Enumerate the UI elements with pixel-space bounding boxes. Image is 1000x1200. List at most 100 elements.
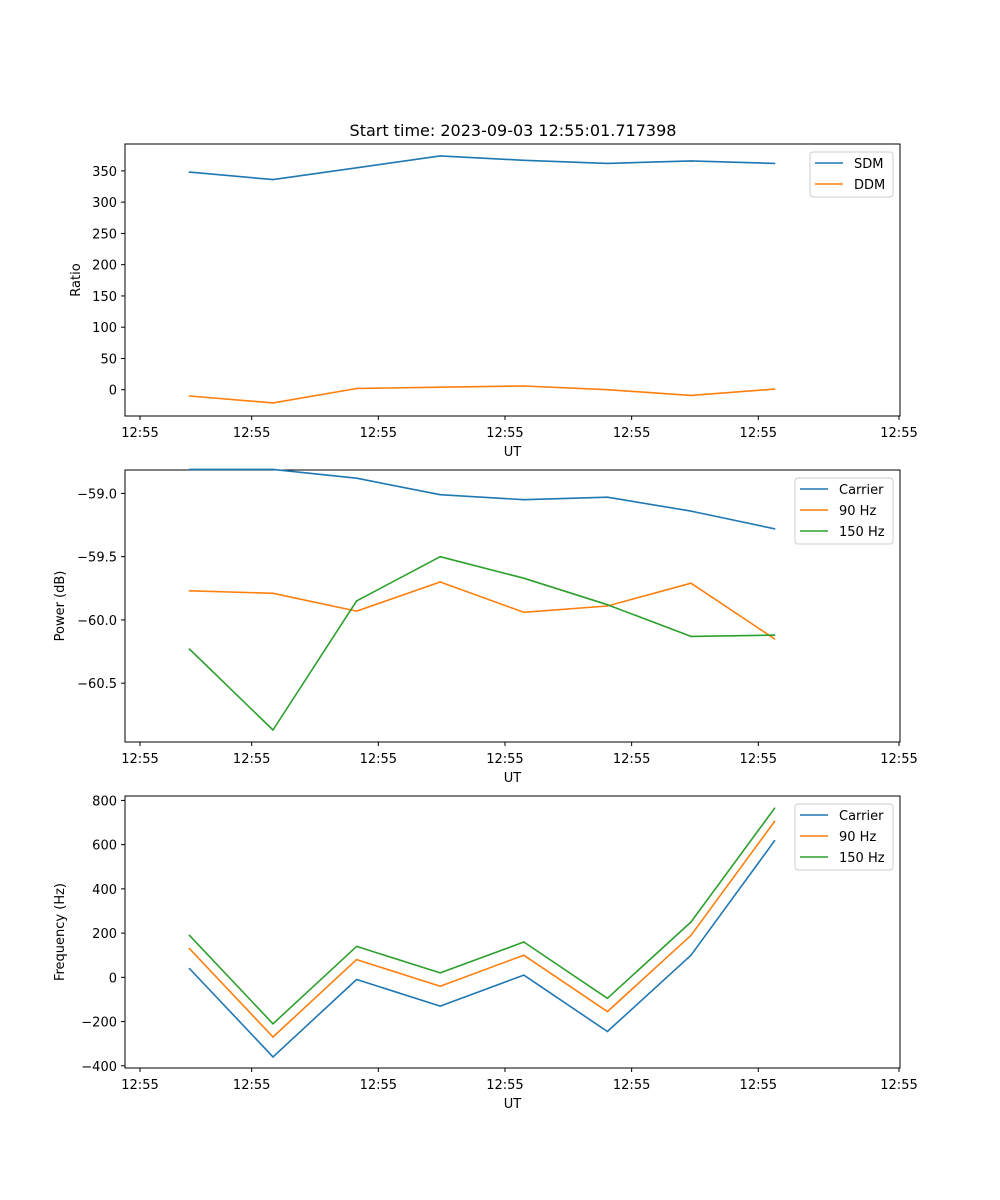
y-tick-label: 800 [92, 794, 117, 809]
data-point [272, 729, 274, 731]
x-tick-label: 12:55 [880, 1078, 917, 1093]
x-axis-label: UT [504, 445, 522, 460]
data-point [272, 592, 274, 595]
y-tick-label: 0 [109, 971, 117, 986]
x-tick-label: 12:55 [613, 752, 650, 767]
data-point [522, 577, 525, 579]
data-point [522, 954, 525, 957]
legend-label: SDM [854, 157, 883, 172]
y-tick-label: 200 [92, 259, 117, 274]
data-point [606, 388, 609, 391]
data-point [355, 387, 358, 390]
data-point [439, 155, 441, 157]
y-tick-label: 300 [92, 196, 117, 211]
data-point [188, 171, 191, 173]
legend: SDM DDM [809, 151, 894, 198]
series-line-150-hz [188, 555, 775, 731]
chart-panel-3: 12:55 12:55 12:55 12:55 12:55 12:55 12:55 −400 −… [53, 794, 918, 1112]
legend-label: 90 Hz [839, 830, 876, 845]
data-point [690, 635, 692, 638]
data-point [773, 807, 776, 809]
y-tick-label: −60.5 [77, 677, 117, 692]
series-line-carrier [188, 840, 776, 1058]
legend-label: 150 Hz [839, 851, 885, 866]
data-point [355, 958, 358, 961]
x-tick-label: 12:55 [233, 426, 270, 441]
legend-label: 150 Hz [839, 525, 885, 540]
data-point [773, 388, 776, 390]
data-point [773, 634, 776, 636]
legend-label: 90 Hz [839, 504, 876, 519]
data-point [522, 974, 525, 976]
x-tick-label: 12:55 [880, 426, 917, 441]
data-point [272, 1036, 274, 1038]
data-point [606, 1010, 609, 1013]
data-point [355, 978, 358, 981]
y-tick-label: 250 [92, 227, 117, 242]
data-point [773, 638, 776, 640]
x-tick-label: 12:55 [486, 426, 523, 441]
data-point [188, 468, 191, 471]
chart-panel-2: 12:55 12:55 12:55 12:55 12:55 12:55 12:55 −60.5… [53, 468, 918, 786]
data-point [522, 385, 525, 387]
data-point [522, 498, 525, 501]
data-point [188, 648, 191, 650]
data-point [773, 528, 776, 530]
data-point [188, 967, 191, 970]
series-line-ddm [189, 385, 775, 404]
y-tick-label: −400 [81, 1060, 117, 1075]
data-point [439, 493, 441, 496]
x-tick-label: 12:55 [233, 752, 270, 767]
data-point [439, 581, 441, 583]
data-point [188, 947, 191, 950]
data-point [690, 160, 692, 162]
x-axis-label: UT [504, 1097, 522, 1112]
data-point [606, 603, 609, 606]
x-tick-label: 12:55 [360, 426, 397, 441]
legend-label: Carrier [839, 483, 884, 498]
plot-frame [124, 795, 901, 1069]
x-tick-label: 12:55 [121, 752, 158, 767]
data-point [690, 934, 692, 937]
data-point [690, 582, 692, 585]
y-tick-label: 400 [92, 883, 117, 898]
legend-label: DDM [854, 178, 885, 193]
x-tick-label: 12:55 [740, 752, 777, 767]
panels: 12:55 12:55 12:55 12:55 12:55 12:55 12:55 0 50 10… [53, 143, 918, 1112]
series-line-150-hz [188, 807, 776, 1025]
x-tick-label: 12:55 [121, 426, 158, 441]
y-axis-label: Frequency (Hz) [53, 883, 68, 981]
data-point [355, 945, 358, 948]
plot-frame [124, 143, 901, 417]
data-point [773, 839, 776, 842]
x-axis-label: UT [504, 771, 522, 786]
data-point [272, 402, 274, 404]
data-point [272, 468, 274, 471]
x-tick-label: 12:55 [360, 752, 397, 767]
y-tick-label: 50 [100, 352, 117, 367]
y-tick-label: 200 [92, 927, 117, 942]
data-point [355, 477, 358, 480]
data-point [355, 610, 358, 612]
data-point [355, 600, 358, 602]
data-point [522, 941, 525, 943]
x-tick-label: 12:55 [233, 1078, 270, 1093]
x-tick-label: 12:55 [880, 752, 917, 767]
y-tick-label: −59.5 [77, 551, 117, 566]
x-tick-label: 12:55 [486, 752, 523, 767]
data-point [606, 496, 609, 499]
data-point [188, 934, 191, 937]
y-tick-label: −59.0 [77, 487, 117, 502]
series-line-sdm [189, 155, 775, 181]
data-point [773, 820, 776, 823]
data-point [606, 1030, 609, 1033]
legend-box [794, 803, 894, 871]
data-point [439, 386, 441, 389]
y-tick-label: 150 [92, 290, 117, 305]
data-point [272, 1022, 274, 1025]
data-point [606, 997, 609, 1000]
chart-panel-1: 12:55 12:55 12:55 12:55 12:55 12:55 12:55 0 50 10… [69, 143, 918, 460]
y-tick-label: 350 [92, 165, 117, 180]
data-point [272, 1056, 274, 1058]
data-point [439, 555, 441, 558]
